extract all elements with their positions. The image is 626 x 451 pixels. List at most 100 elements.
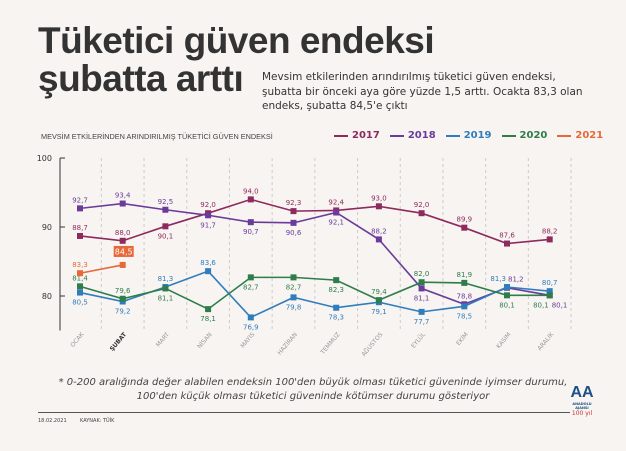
data-point-2019: [504, 284, 510, 291]
data-label-2020: 82,7: [243, 283, 259, 291]
y-tick-label: 90: [42, 223, 52, 232]
data-label-2017: 94,0: [243, 187, 259, 195]
data-point-2021: [77, 270, 83, 277]
data-label-2018: 90,6: [286, 229, 302, 237]
legend-swatch: [445, 134, 460, 137]
legend-label: 2017: [352, 130, 380, 141]
data-point-2019: [290, 294, 297, 301]
data-point-2017: [247, 196, 254, 203]
data-label-2017: 92,3: [286, 199, 302, 207]
data-label-2020: 82,3: [328, 286, 344, 294]
legend-item-2021: 2021: [557, 130, 603, 141]
data-label-2018: 81,2: [508, 276, 524, 284]
legend: 2017 2018 2019 2020 2021: [334, 130, 603, 141]
data-label-2019: 79,2: [115, 308, 131, 316]
data-label-2018: 92,1: [328, 219, 344, 227]
legend-label: 2020: [519, 130, 548, 141]
callout-box: [113, 245, 134, 257]
data-point-2019: [77, 289, 83, 296]
x-tick-label: KASIM: [495, 331, 512, 350]
data-point-2020: [333, 277, 340, 284]
legend-item-2018: 2018: [389, 130, 436, 141]
data-point-2018: [418, 285, 425, 292]
data-label-2020: 80,1: [533, 301, 549, 309]
chart-title: MEVSİM ETKİLERİNDEN ARINDIRILMIŞ TÜKETİC…: [41, 132, 273, 141]
x-tick-label: ŞUBAT: [109, 331, 129, 353]
data-point-2020: [546, 292, 553, 299]
series-line-2020: [79, 276, 550, 311]
x-tick-label: EKİM: [455, 331, 470, 347]
data-label-2019: 80,5: [72, 299, 88, 307]
x-tick-label: MART: [155, 331, 171, 349]
title-line-2: şubatta arttı: [38, 58, 244, 99]
data-label-2020: 79,6: [115, 287, 131, 295]
data-label-2019: 77,7: [414, 318, 430, 326]
data-label-2018: 78,8: [457, 292, 473, 300]
series-line-2021: [79, 264, 123, 275]
legend-label: 2019: [463, 130, 492, 141]
data-label-2017: 89,9: [457, 216, 473, 224]
series-line-2018: [79, 202, 550, 306]
legend-swatch: [557, 134, 572, 137]
data-point-2020: [205, 306, 212, 313]
data-point-2017: [461, 224, 468, 231]
data-label-2019: 79,8: [286, 303, 302, 311]
data-label-2021: 83,3: [72, 261, 88, 269]
data-label-2021: 84,5: [115, 247, 133, 256]
data-point-2019: [333, 304, 340, 311]
x-tick-label: EYLÜL: [410, 331, 428, 350]
legend-item-2019: 2019: [445, 130, 492, 141]
data-point-2018: [247, 219, 254, 226]
data-point-2021: [119, 261, 126, 268]
data-label-2018: 91,7: [200, 221, 216, 229]
x-tick-label: HAZİRAN: [276, 331, 299, 356]
data-label-2018: 93,4: [115, 192, 131, 200]
legend-swatch: [334, 134, 348, 137]
data-point-2018: [119, 200, 126, 207]
data-label-2019: 83,6: [200, 259, 216, 267]
data-label-2020: 81,4: [72, 274, 88, 282]
legend-label: 2021: [575, 130, 604, 141]
data-label-2018: 90,7: [243, 228, 259, 236]
data-point-2017: [546, 236, 553, 243]
x-tick-label: ARALIK: [536, 330, 556, 352]
data-point-2018: [333, 209, 340, 216]
data-point-2017: [119, 237, 126, 244]
data-label-2019: 78,5: [457, 312, 473, 320]
y-tick-label: 100: [37, 154, 52, 163]
legend-label: 2018: [407, 130, 436, 141]
footer-divider: [38, 412, 570, 413]
data-label-2019: 81,3: [490, 275, 506, 283]
data-label-2019: 81,3: [158, 275, 174, 283]
data-point-2020: [504, 292, 510, 299]
date: 18.02.2021: [38, 418, 67, 424]
data-label-2017: 92,0: [414, 201, 430, 209]
data-point-2018: [77, 205, 83, 212]
data-label-2020: 78,1: [200, 315, 216, 323]
data-point-2017: [375, 203, 382, 210]
data-point-2018: [162, 206, 169, 213]
subtitle: Mevsim etkilerinden arındırılmış tüketic…: [262, 71, 583, 112]
data-label-2018: 88,2: [371, 227, 387, 235]
data-point-2020: [375, 297, 382, 304]
x-tick-label: MAYIS: [239, 331, 256, 349]
legend-swatch: [389, 134, 404, 137]
data-point-2020: [418, 279, 425, 286]
data-label-2018: 92,5: [158, 198, 174, 206]
page-title: Tüketici güven endeksi şubatta arttı: [38, 22, 435, 99]
data-point-2020: [290, 274, 297, 281]
data-point-2018: [290, 219, 297, 226]
data-label-2017: 92,0: [200, 201, 216, 209]
data-label-2018: 92,7: [72, 196, 88, 204]
data-point-2017: [504, 240, 510, 247]
data-label-2017: 88,2: [542, 227, 558, 235]
data-label-2019: 78,3: [328, 314, 344, 322]
legend-item-2020: 2020: [501, 130, 548, 141]
series-line-2017: [79, 198, 550, 245]
data-label-2020: 81,1: [158, 294, 174, 302]
data-label-2020: 82,0: [414, 270, 430, 278]
data-point-2017: [162, 223, 169, 230]
data-point-2019: [461, 303, 468, 310]
